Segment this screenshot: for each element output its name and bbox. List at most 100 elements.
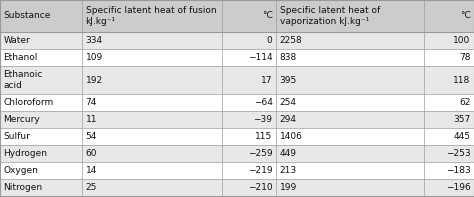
Bar bbox=[82, 32, 222, 49]
Bar bbox=[0, 32, 82, 49]
Text: 192: 192 bbox=[85, 75, 103, 85]
Text: −219: −219 bbox=[248, 166, 273, 175]
Text: −196: −196 bbox=[446, 183, 471, 192]
Bar bbox=[276, 0, 424, 32]
Text: Specific latent heat of
vaporization kJ.kg⁻¹: Specific latent heat of vaporization kJ.… bbox=[280, 7, 380, 26]
Bar bbox=[424, 32, 474, 49]
Bar bbox=[424, 128, 474, 145]
Bar bbox=[82, 66, 222, 94]
Bar bbox=[276, 128, 424, 145]
Bar bbox=[276, 145, 424, 162]
Text: −114: −114 bbox=[248, 53, 273, 62]
Bar bbox=[0, 94, 82, 111]
Bar bbox=[0, 145, 82, 162]
Text: 17: 17 bbox=[261, 75, 273, 85]
Text: 74: 74 bbox=[85, 98, 97, 107]
Bar bbox=[82, 162, 222, 179]
Text: 357: 357 bbox=[453, 115, 471, 124]
Text: 294: 294 bbox=[280, 115, 297, 124]
Bar bbox=[276, 66, 424, 94]
Text: 334: 334 bbox=[85, 36, 103, 45]
Text: 78: 78 bbox=[459, 53, 471, 62]
Text: 1406: 1406 bbox=[280, 132, 302, 141]
Text: 109: 109 bbox=[85, 53, 103, 62]
Text: 254: 254 bbox=[280, 98, 297, 107]
Bar bbox=[0, 128, 82, 145]
Text: °C: °C bbox=[460, 11, 471, 20]
Bar bbox=[0, 66, 82, 94]
Text: Sulfur: Sulfur bbox=[3, 132, 30, 141]
Text: 0: 0 bbox=[267, 36, 273, 45]
Text: 14: 14 bbox=[85, 166, 97, 175]
Bar bbox=[82, 111, 222, 128]
Text: Water: Water bbox=[3, 36, 30, 45]
Bar bbox=[82, 145, 222, 162]
Text: Hydrogen: Hydrogen bbox=[3, 149, 47, 158]
Text: 54: 54 bbox=[85, 132, 97, 141]
Bar bbox=[222, 162, 276, 179]
Text: −253: −253 bbox=[446, 149, 471, 158]
Bar bbox=[222, 0, 276, 32]
Bar bbox=[424, 162, 474, 179]
Bar bbox=[0, 179, 82, 196]
Bar bbox=[222, 94, 276, 111]
Bar bbox=[82, 94, 222, 111]
Bar bbox=[0, 111, 82, 128]
Bar bbox=[276, 179, 424, 196]
Text: Substance: Substance bbox=[3, 11, 51, 20]
Bar bbox=[276, 49, 424, 66]
Bar bbox=[82, 179, 222, 196]
Bar bbox=[222, 66, 276, 94]
Bar bbox=[276, 111, 424, 128]
Bar bbox=[424, 0, 474, 32]
Bar bbox=[222, 111, 276, 128]
Text: Ethanol: Ethanol bbox=[3, 53, 38, 62]
Bar bbox=[424, 94, 474, 111]
Bar bbox=[222, 49, 276, 66]
Text: 449: 449 bbox=[280, 149, 297, 158]
Text: 100: 100 bbox=[453, 36, 471, 45]
Text: Ethanoic
acid: Ethanoic acid bbox=[3, 71, 43, 89]
Bar bbox=[276, 94, 424, 111]
Bar bbox=[424, 66, 474, 94]
Text: 62: 62 bbox=[459, 98, 471, 107]
Bar bbox=[0, 49, 82, 66]
Text: Chloroform: Chloroform bbox=[3, 98, 54, 107]
Bar bbox=[424, 111, 474, 128]
Text: −259: −259 bbox=[248, 149, 273, 158]
Text: °C: °C bbox=[262, 11, 273, 20]
Text: −183: −183 bbox=[446, 166, 471, 175]
Bar bbox=[82, 49, 222, 66]
Text: −210: −210 bbox=[248, 183, 273, 192]
Bar bbox=[276, 32, 424, 49]
Bar bbox=[222, 32, 276, 49]
Text: −39: −39 bbox=[254, 115, 273, 124]
Bar bbox=[222, 179, 276, 196]
Text: Specific latent heat of fusion
kJ.kg⁻¹: Specific latent heat of fusion kJ.kg⁻¹ bbox=[85, 7, 216, 26]
Bar bbox=[82, 0, 222, 32]
Text: 11: 11 bbox=[85, 115, 97, 124]
Text: 60: 60 bbox=[85, 149, 97, 158]
Text: 445: 445 bbox=[454, 132, 471, 141]
Bar bbox=[0, 0, 82, 32]
Text: 213: 213 bbox=[280, 166, 297, 175]
Text: Oxygen: Oxygen bbox=[3, 166, 38, 175]
Bar bbox=[222, 145, 276, 162]
Bar bbox=[424, 179, 474, 196]
Text: Nitrogen: Nitrogen bbox=[3, 183, 43, 192]
Bar bbox=[276, 162, 424, 179]
Text: 115: 115 bbox=[255, 132, 273, 141]
Text: 2258: 2258 bbox=[280, 36, 302, 45]
Text: 25: 25 bbox=[85, 183, 97, 192]
Text: Mercury: Mercury bbox=[3, 115, 40, 124]
Bar bbox=[222, 128, 276, 145]
Bar bbox=[0, 162, 82, 179]
Bar bbox=[424, 145, 474, 162]
Text: 395: 395 bbox=[280, 75, 297, 85]
Bar bbox=[82, 128, 222, 145]
Text: 838: 838 bbox=[280, 53, 297, 62]
Text: −64: −64 bbox=[254, 98, 273, 107]
Bar bbox=[424, 49, 474, 66]
Text: 118: 118 bbox=[453, 75, 471, 85]
Text: 199: 199 bbox=[280, 183, 297, 192]
